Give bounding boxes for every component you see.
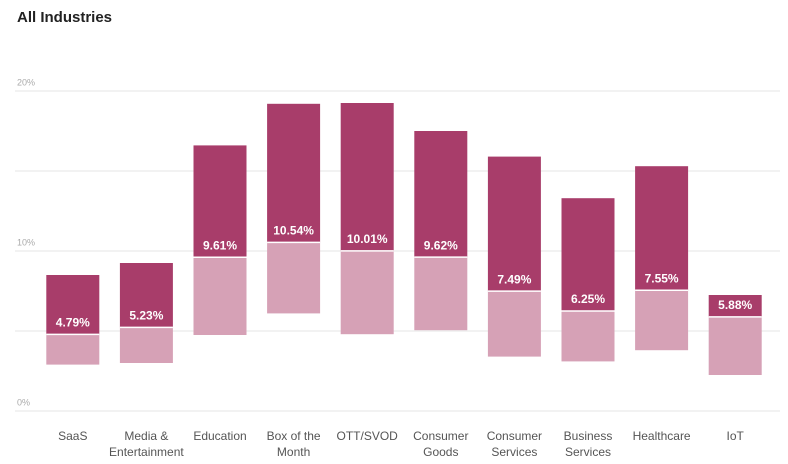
x-tick-label: Consumer Goods [413,429,469,459]
x-tick-label: Box of the Month [266,429,321,459]
y-tick-label: 20% [17,77,35,87]
value-label: 10.54% [273,224,314,238]
x-label-box: Healthcare [632,429,691,443]
x-label-box: Media & Entertainment [109,429,184,459]
x-label-box: Box of the Month [266,429,321,459]
value-label: 10.01% [347,232,388,246]
x-tick-label: Education [193,429,247,443]
bar-upper [46,275,100,335]
bar-upper [635,166,689,291]
bar-upper [340,103,394,251]
bar-upper [561,198,615,311]
x-label-box: Business Services [563,429,613,459]
value-label: 7.49% [497,272,531,286]
bar-upper [267,103,321,243]
value-label: 7.55% [645,271,679,285]
x-label-box: Consumer Services [486,429,543,459]
x-tick-label: SaaS [58,429,88,443]
bar-upper [193,145,247,258]
x-tick-label: Media & Entertainment [109,429,184,459]
value-label: 4.79% [56,316,90,330]
value-label: 9.61% [203,238,237,252]
value-label: 5.23% [129,308,163,322]
chart-title: All Industries [17,9,112,26]
x-label-box: Consumer Goods [413,429,469,459]
bar-lower [635,290,689,351]
bar-lower [340,250,394,335]
x-tick-label: Consumer Services [486,429,543,459]
bar-lower [46,334,100,365]
bar-upper [708,295,762,317]
bar-lower [487,291,541,357]
y-tick-label: 10% [17,237,35,247]
bar-lower [561,311,615,362]
x-label-box: IoT [726,429,744,443]
bar-upper [119,263,173,328]
x-tick-label: Business Services [563,429,613,459]
x-label-box: Education [193,429,247,443]
value-label: 5.88% [718,298,752,312]
x-tick-label: IoT [726,429,744,443]
bar-upper [487,156,541,292]
x-tick-label: Healthcare [632,429,691,443]
bar-lower [708,316,762,375]
value-label: 9.62% [424,238,458,252]
y-tick-label: 0% [17,397,30,407]
x-tick-label: OTT/SVOD [336,429,398,443]
x-label-box: OTT/SVOD [336,429,398,443]
value-label: 6.25% [571,292,605,306]
bar-lower [414,257,468,331]
bar-lower [119,327,173,363]
bar-lower [193,257,247,335]
x-label-box: SaaS [58,429,88,443]
bar-upper [414,131,468,258]
bar-lower [267,242,321,314]
